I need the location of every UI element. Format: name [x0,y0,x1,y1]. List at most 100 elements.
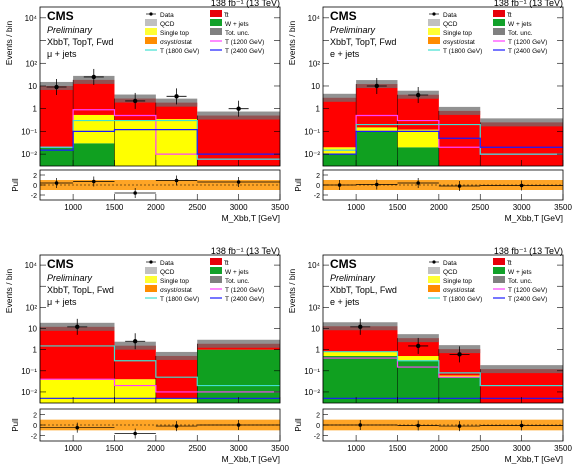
legend-label: Data [443,12,457,19]
bar-singletop-bin-3 [397,129,439,148]
legend-swatch-box [428,285,440,292]
y-tick-label-top: 10⁴ [25,14,38,23]
x-tick-label: 1500 [106,203,124,212]
legend-label: T (2400 GeV) [225,48,264,55]
legend-label: t̅t [507,11,512,19]
pull-y-axis-label: Pull [294,418,303,432]
bar-singletop-bin-3 [114,120,156,166]
y-axis-label: Events / bin [287,269,297,314]
x-tick-label: 2000 [430,203,448,212]
legend-swatch-box [493,276,505,283]
legend-label: t̅t [224,11,229,19]
y-tick-label: 10 [28,82,37,91]
bar-wjets-bin-4 [197,349,280,403]
legend-swatch-data-marker [149,260,153,264]
lumi-label: 138 fb⁻¹ (13 TeV) [211,0,280,8]
bar-ttbar-bin-1 [323,97,357,148]
data-point-3 [132,98,138,104]
legend-swatch-data-marker [432,12,436,16]
legend-label: Tot. unc. [225,30,250,37]
x-tick-label: 2500 [188,203,206,212]
bar-wjets-bin-1 [323,154,357,166]
legend-label: T (1800 GeV) [160,296,199,303]
pull-point-4 [519,423,524,428]
x-axis-label: M_Xbb,T [GeV] [505,213,563,223]
pull-point-3 [133,191,137,195]
pull-point-4 [236,423,241,427]
legend-swatch-box [428,28,440,35]
chart-panel-1: 10² 10 1 10⁻¹ 10⁻² 10⁴ 138 fb⁻¹ (13 TeV) CMS Pre… [4,0,289,223]
x-tick-label: 2000 [430,444,448,453]
pull-point-2 [374,182,379,187]
pull-y-tick-label: 2 [316,173,320,180]
legend-swatch-box [145,276,157,283]
lumi-label: 138 fb⁻¹ (13 TeV) [211,246,280,256]
y-tick-label: 10⁻¹ [304,127,320,136]
x-tick-label: 2000 [147,444,165,453]
legend-label: W + jets [225,269,249,276]
legend-label: QCD [160,269,175,276]
data-point-1 [374,83,379,89]
uncertainty-band-bin-4 [438,106,481,115]
legend-swatch-box [428,19,440,26]
y-tick-label: 10⁻² [304,388,320,397]
plot-frame [39,6,281,167]
pull-point-2 [91,179,96,184]
lumi-label: 138 fb⁻¹ (13 TeV) [494,246,563,256]
signal-line-t2400 [40,129,280,155]
legend-swatch-box [493,10,505,17]
data-point-1 [54,84,59,90]
bar-singletop-bin-2 [73,114,115,144]
y-tick-label: 10 [28,325,37,334]
bar-ttbar-bin-2 [73,79,115,115]
bar-singletop-bin-2 [114,379,156,403]
pull-y-tick-label: 2 [33,173,37,180]
pull-y-tick-label: 2 [33,412,37,419]
bar-wjets-bin-2 [73,143,115,166]
y-tick-label: 10⁻¹ [304,367,320,376]
y-tick-label: 10² [308,303,320,312]
x-tick-label: 3000 [230,444,248,453]
y-tick-label-top: 10⁴ [308,261,321,270]
channel-label: e + jets [330,297,360,307]
category-label: XbbT, TopL, Fwd [47,285,114,295]
legend-swatch-box [210,19,222,26]
x-tick-label: 3000 [513,444,531,453]
legend-label: T (1800 GeV) [443,296,482,303]
bar-ttbar-bin-5 [197,115,280,166]
legend-label: Tot. unc. [508,30,533,37]
x-tick-label: 2500 [471,203,489,212]
legend-swatch-box [210,28,222,35]
legend-swatch-box [493,258,505,265]
y-tick-label: 10⁻² [21,150,37,159]
bar-singletop-bin-2 [397,356,439,361]
pull-y-axis-label: Pull [11,178,20,192]
y-tick-label: 10⁻² [21,388,37,397]
y-tick-label: 1 [33,105,38,114]
legend-label: Tot. unc. [225,278,250,285]
legend-swatch-box [210,10,222,17]
preliminary-label: Preliminary [47,273,93,283]
legend-label: T (1200 GeV) [225,39,264,46]
y-tick-label: 1 [316,346,321,355]
channel-label: e + jets [330,49,360,59]
channel-label: μ + jets [47,49,77,59]
legend-label: σsyst/σstat [443,39,475,46]
data-point-2 [415,343,421,349]
uncertainty-band-bin-5 [480,118,563,127]
preliminary-label: Preliminary [330,25,376,35]
legend-swatch-box [210,258,222,265]
x-tick-label: 2000 [147,203,165,212]
x-tick-label: 3500 [554,203,572,212]
plot-frame [39,254,281,404]
x-tick-label: 2500 [471,444,489,453]
bar-ttbar-bin-4 [155,102,198,120]
pull-point-1 [337,183,342,187]
legend-label: Tot. unc. [508,278,533,285]
x-axis-label: M_Xbb,T [GeV] [222,213,280,223]
legend-swatch-box [210,267,222,274]
pull-point-4 [457,184,462,188]
y-tick-label: 10⁻¹ [21,367,37,376]
pull-y-tick-label: 0 [33,183,37,190]
